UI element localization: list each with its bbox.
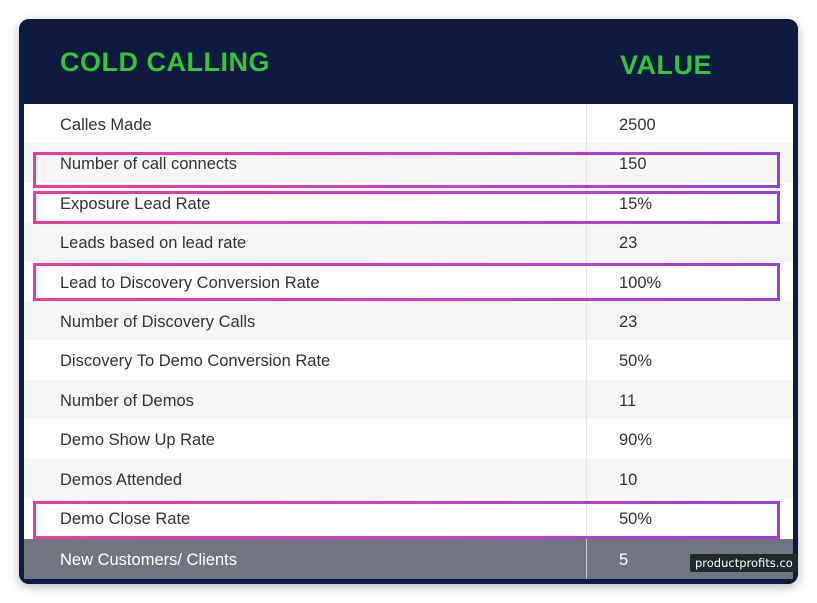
total-label: New Customers/ Clients bbox=[60, 551, 237, 569]
highlight-box-lead-to-discovery bbox=[33, 263, 780, 301]
row-label: Calles Made bbox=[60, 116, 152, 134]
highlight-box-call-connects bbox=[33, 152, 780, 188]
column-divider bbox=[586, 104, 587, 579]
row-label: Demo Show Up Rate bbox=[60, 431, 215, 450]
row-label: Demos Attended bbox=[60, 470, 182, 489]
table-row: Calles Made 2500 bbox=[24, 104, 793, 143]
header-value: VALUE bbox=[620, 50, 713, 80]
row-value: 10 bbox=[619, 470, 638, 489]
table-row: Discovery To Demo Conversion Rate 50% bbox=[24, 340, 793, 379]
row-label: Number of Discovery Calls bbox=[60, 313, 256, 331]
row-value: 23 bbox=[619, 234, 638, 253]
row-value: 90% bbox=[619, 431, 653, 450]
total-row: New Customers/ Clients 5 bbox=[24, 539, 793, 579]
highlight-box-exposure-lead-rate bbox=[33, 191, 780, 224]
row-label: Leads based on lead rate bbox=[60, 234, 247, 253]
total-value: 5 bbox=[619, 551, 629, 569]
table-row: Demos Attended 10 bbox=[24, 458, 793, 498]
row-value: 2500 bbox=[619, 116, 656, 134]
table-header: COLD CALLING VALUE bbox=[19, 19, 798, 104]
row-value: 11 bbox=[619, 391, 637, 410]
row-label: Number of Demos bbox=[60, 391, 194, 410]
header-cold-calling: COLD CALLING bbox=[60, 47, 270, 77]
cold-calling-table: COLD CALLING VALUE Calles Made 2500 Numb… bbox=[19, 19, 798, 584]
row-value: 23 bbox=[619, 313, 638, 331]
highlight-box-demo-close-rate bbox=[33, 501, 780, 539]
table-row: Number of Discovery Calls 23 bbox=[24, 301, 793, 341]
total-divider bbox=[586, 539, 587, 579]
row-value: 50% bbox=[619, 352, 653, 371]
table-row: Demo Show Up Rate 90% bbox=[24, 419, 793, 458]
watermark-badge: productprofits.co bbox=[690, 554, 798, 572]
row-label: Discovery To Demo Conversion Rate bbox=[60, 352, 331, 371]
table-row: Number of Demos 11 bbox=[24, 379, 793, 420]
table-row: Leads based on lead rate 23 bbox=[24, 222, 793, 262]
